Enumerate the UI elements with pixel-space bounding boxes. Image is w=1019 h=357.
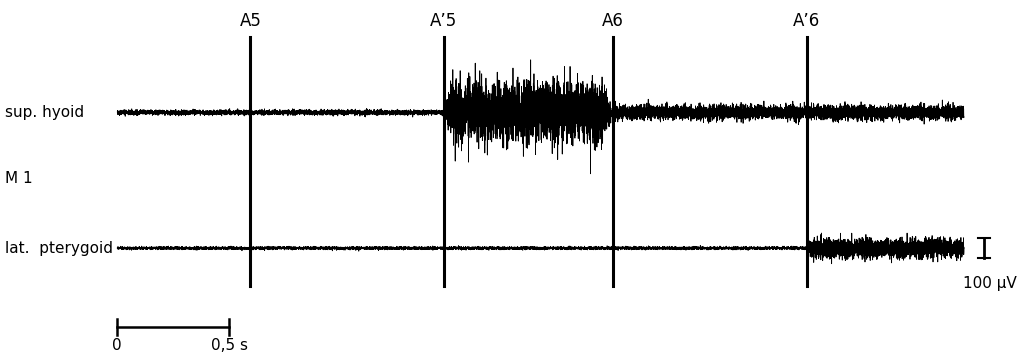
Text: 0: 0 [112,338,122,353]
Text: A’6: A’6 [792,12,819,30]
Text: M 1: M 1 [5,171,33,186]
Text: 100 μV: 100 μV [962,276,1015,291]
Text: A’5: A’5 [430,12,458,30]
Text: A6: A6 [601,12,624,30]
Text: 0,5 s: 0,5 s [211,338,248,353]
Text: sup. hyoid: sup. hyoid [5,105,85,120]
Text: A5: A5 [239,12,261,30]
Text: lat.  pterygoid: lat. pterygoid [5,241,113,256]
